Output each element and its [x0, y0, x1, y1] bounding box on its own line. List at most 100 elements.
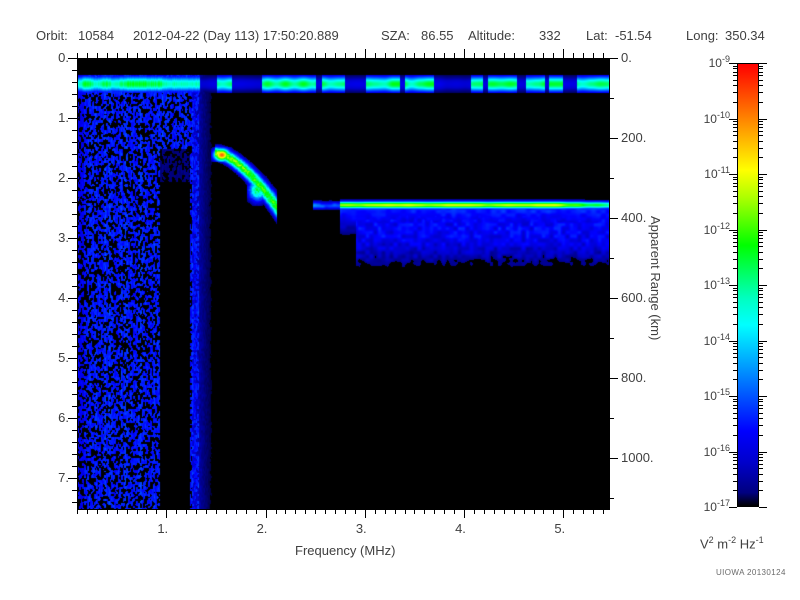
y-tick-minor — [72, 310, 77, 311]
colorbar-tick-minor-left — [733, 294, 737, 295]
x-tick-minor-top — [514, 53, 515, 58]
y-tick-minor — [72, 190, 77, 191]
colorbar-gradient — [737, 63, 759, 507]
y2-tick-minor — [609, 498, 614, 499]
colorbar-tick-minor-right — [759, 399, 763, 400]
y2-tick-major — [609, 138, 618, 139]
x-tick-minor — [196, 509, 197, 514]
colorbar-tick-minor-left — [733, 92, 737, 93]
x-tick-minor — [186, 509, 187, 514]
colorbar-tick-major-right — [759, 230, 767, 231]
colorbar-tick-minor-right — [759, 127, 763, 128]
header-lat-label: Lat: — [586, 28, 608, 43]
colorbar-tick-minor-left — [733, 85, 737, 86]
colorbar-tick-minor-right — [759, 186, 763, 187]
y-tick-major — [68, 358, 77, 359]
colorbar-tick-minor-right — [759, 124, 763, 125]
colorbar-tick-label: 10-12 — [703, 220, 730, 237]
colorbar-tick-major-left — [729, 396, 737, 397]
colorbar-tick-minor-left — [733, 238, 737, 239]
colorbar-tick-minor-right — [759, 425, 763, 426]
x-tick-minor-top — [137, 53, 138, 58]
y-tick-label: 2. — [58, 170, 69, 185]
colorbar-unit-label: V2 m-2 Hz-1 — [700, 535, 764, 552]
y-tick-label: 7. — [58, 470, 69, 485]
x-tick-minor — [444, 509, 445, 514]
colorbar-tick-minor-right — [759, 349, 763, 350]
colorbar-tick-minor-left — [733, 131, 737, 132]
x-tick-major-top — [464, 49, 465, 58]
colorbar-tick-minor-right — [759, 353, 763, 354]
y-tick-label: 1. — [58, 110, 69, 125]
x-tick-minor — [573, 509, 574, 514]
x-tick-minor-top — [305, 53, 306, 58]
colorbar-tick-minor-left — [733, 121, 737, 122]
y-tick-major — [68, 478, 77, 479]
x-tick-major — [166, 509, 167, 518]
spectrogram-plot-area — [77, 58, 610, 510]
x-tick-minor — [414, 509, 415, 514]
colorbar-tick-minor-left — [733, 490, 737, 491]
colorbar-tick-minor-right — [759, 68, 763, 69]
header-sza-value: 86.55 — [421, 28, 454, 43]
y2-tick-label: 400. — [621, 210, 647, 226]
y-tick-minor — [72, 250, 77, 251]
colorbar-tick-major-right — [759, 507, 767, 508]
x-tick-minor — [246, 509, 247, 514]
colorbar-tick-minor-left — [733, 343, 737, 344]
colorbar-tick-minor-right — [759, 177, 763, 178]
y2-tick-label: 0. — [621, 50, 632, 65]
y-tick-label: 6. — [58, 410, 69, 425]
colorbar-tick-minor-right — [759, 379, 763, 380]
x-tick-minor-top — [583, 53, 584, 58]
colorbar-tick-minor-right — [759, 460, 763, 461]
colorbar-tick-minor-left — [733, 353, 737, 354]
colorbar-tick-minor-right — [759, 307, 763, 308]
y-tick-major — [68, 238, 77, 239]
x-tick-minor-top — [335, 53, 336, 58]
y-tick-minor — [72, 490, 77, 491]
colorbar-tick-minor-right — [759, 401, 763, 402]
y-tick-minor — [72, 322, 77, 323]
colorbar-tick-minor-right — [759, 346, 763, 347]
x-tick-minor-top — [146, 53, 147, 58]
colorbar-tick-minor-right — [759, 203, 763, 204]
colorbar-tick-minor-left — [733, 288, 737, 289]
colorbar-tick-minor-right — [759, 252, 763, 253]
x-tick-minor — [176, 509, 177, 514]
spectrogram-canvas — [78, 59, 609, 509]
x-tick-minor-top — [325, 53, 326, 58]
colorbar-tick-minor-left — [733, 177, 737, 178]
x-tick-minor — [77, 509, 78, 514]
header-orbit-label: Orbit: — [36, 28, 68, 43]
header-datetime: 2012-04-22 (Day 113) 17:50:20.889 — [133, 28, 339, 43]
y-tick-minor — [72, 154, 77, 155]
x-tick-minor — [216, 509, 217, 514]
header-lat-value: -51.54 — [615, 28, 652, 43]
x-tick-minor-top — [186, 53, 187, 58]
x-tick-minor-top — [246, 53, 247, 58]
colorbar-tick-minor-right — [759, 435, 763, 436]
colorbar-tick-minor-left — [733, 297, 737, 298]
colorbar-tick-minor-left — [733, 124, 737, 125]
colorbar-tick-minor-right — [759, 235, 763, 236]
colorbar-tick-label: 10-17 — [703, 498, 730, 514]
y2-tick-minor — [609, 98, 614, 99]
x-tick-minor — [494, 509, 495, 514]
x-tick-minor-top — [226, 53, 227, 58]
x-tick-major — [563, 509, 564, 518]
y-tick-minor — [72, 454, 77, 455]
y-axis-title-right: Apparent Range (km) — [648, 216, 663, 341]
x-tick-minor — [276, 509, 277, 514]
colorbar-tick-minor-right — [759, 457, 763, 458]
colorbar-tick-minor-left — [733, 68, 737, 69]
colorbar-tick-minor-left — [733, 235, 737, 236]
x-tick-minor — [603, 509, 604, 514]
x-tick-minor — [97, 509, 98, 514]
colorbar-tick-minor-right — [759, 121, 763, 122]
x-tick-major — [464, 509, 465, 518]
colorbar-tick-major-left — [729, 174, 737, 175]
colorbar-tick-minor-left — [733, 324, 737, 325]
x-tick-minor — [117, 509, 118, 514]
x-tick-minor-top — [434, 53, 435, 58]
